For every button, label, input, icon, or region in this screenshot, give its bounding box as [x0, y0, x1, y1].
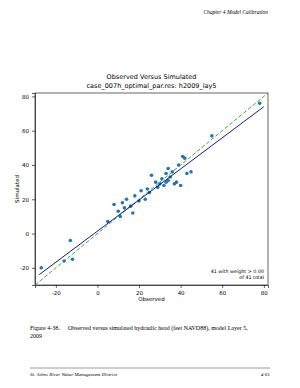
y-tick-mark: [32, 268, 35, 269]
x-tick-mark: [181, 285, 182, 288]
data-point: [143, 197, 147, 201]
y-tick-label: 0: [26, 231, 30, 237]
x-axis-line: [36, 286, 269, 289]
x-tick-label: 20: [136, 290, 143, 296]
data-point: [258, 101, 262, 105]
data-point: [131, 211, 135, 215]
y-tick-mark: [32, 199, 35, 200]
footer-left: St. Johns River Water Management Distric…: [30, 372, 118, 377]
page-header: Chapter 4 Model Calibration: [203, 9, 268, 15]
chart-title: Observed Versus Simulated: [107, 73, 197, 81]
y-tick: 40: [22, 162, 35, 168]
data-point: [121, 201, 125, 205]
y-tick-label: -20: [20, 265, 29, 271]
x-tick: 20: [136, 285, 143, 296]
line: [35, 93, 268, 285]
data-point: [185, 172, 189, 176]
x-tick-mark: [139, 285, 140, 288]
data-point: [39, 266, 43, 270]
footer-rule: [30, 368, 270, 369]
data-point: [166, 167, 170, 171]
x-tick-label: 80: [261, 290, 268, 296]
x-tick-mark: [97, 285, 98, 288]
data-point: [162, 184, 166, 188]
footer-right: 4-61: [261, 372, 271, 377]
data-point: [133, 194, 137, 198]
x-tick-mark: [222, 285, 223, 288]
x-tick: 40: [178, 285, 185, 296]
annotation: 41 with weight > 0.00: [211, 269, 264, 274]
x-tick-mark: [264, 285, 265, 288]
y-axis: -20 0 20 40 60 80: [20, 94, 35, 286]
y-tick-mark: [32, 165, 35, 166]
data-point: [112, 203, 116, 207]
plot-frame: [35, 93, 268, 285]
caption-line: 2009: [30, 333, 42, 339]
data-point: [175, 180, 179, 184]
data-point: [210, 134, 214, 138]
y-tick: 0: [26, 231, 36, 237]
y-tick-label: 60: [22, 128, 29, 134]
page: Chapter 4 Model Calibration Observed Vers…: [0, 0, 300, 388]
y-tick: 20: [22, 197, 35, 203]
data-point: [146, 187, 150, 191]
data-point: [150, 173, 154, 177]
data-point: [71, 257, 75, 261]
data-point: [189, 170, 193, 174]
data-point: [125, 197, 129, 201]
x-tick-label: -20: [52, 290, 61, 296]
y-tick-label: 20: [22, 197, 29, 203]
data-point: [179, 184, 183, 188]
x-tick-label: 0: [96, 290, 100, 296]
chart-subtitle: case_007h_optimal_par.res: h2009_lay5: [87, 82, 217, 90]
line: [39, 107, 264, 275]
y-tick-label: 40: [22, 162, 29, 168]
caption-label: Figure 4-38.: [30, 325, 60, 331]
x-axis-title: Observed: [138, 296, 164, 302]
plot-area: [35, 93, 268, 285]
data-point: [154, 180, 158, 184]
x-tick-label: 60: [219, 290, 226, 296]
data-point: [123, 206, 127, 210]
y-tick-mark: [32, 234, 35, 235]
x-tick: 0: [96, 285, 100, 296]
x-axis: -20 0 20 40 60 80: [36, 285, 269, 296]
y-tick: -20: [20, 265, 35, 271]
annotation: of 41 total: [239, 275, 264, 280]
data-point: [69, 239, 73, 243]
x-tick-mark: [56, 285, 57, 288]
x-tick: -20: [52, 285, 61, 296]
data-point: [183, 156, 187, 160]
y-axis-title: Simulated: [14, 175, 20, 203]
y-tick: 60: [22, 128, 35, 134]
data-point: [116, 209, 120, 213]
y-tick-mark: [32, 131, 35, 132]
caption-line: Observed versus simulated hydraulic head…: [68, 325, 248, 332]
data-point: [164, 172, 168, 176]
x-tick: 60: [219, 285, 226, 296]
y-tick: 80: [22, 94, 35, 100]
y-tick-label: 80: [22, 94, 29, 100]
y-tick-mark: [32, 96, 35, 97]
data-point: [139, 189, 143, 193]
x-tick: 80: [261, 285, 268, 296]
x-tick-label: 40: [178, 290, 185, 296]
